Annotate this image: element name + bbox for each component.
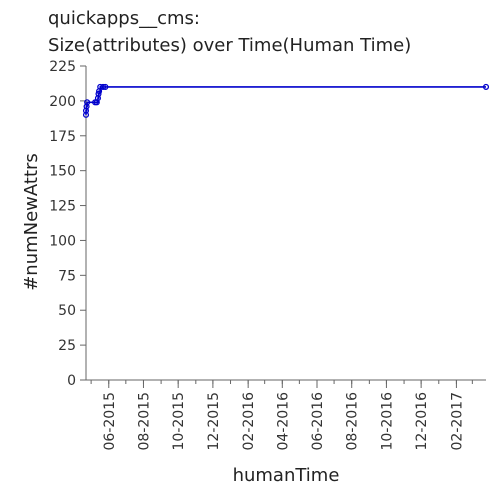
y-tick-label: 0 [67, 373, 76, 389]
plot-area: 0 25 50 75 100 125 150 175 200 225 06-2015 08-2015 1… [49, 59, 488, 451]
y-tick-label: 25 [58, 338, 76, 354]
x-tick-label: 10-2016 [379, 392, 395, 451]
y-tick-label: 175 [49, 129, 76, 145]
y-tick-label: 150 [49, 164, 76, 180]
x-tick-label: 06-2016 [310, 392, 326, 451]
x-tick-label: 04-2016 [275, 392, 291, 451]
x-tick-label: 12-2016 [414, 392, 430, 451]
chart-subtitle: Size(attributes) over Time(Human Time) [48, 35, 411, 56]
x-tick-label: 08-2015 [136, 392, 152, 451]
x-tick-label: 06-2015 [102, 392, 118, 451]
x-tick-label: 02-2017 [449, 392, 465, 451]
chart-title: quickapps__cms: [48, 8, 200, 29]
y-tick-label: 75 [58, 268, 76, 284]
x-tick-label: 08-2016 [345, 392, 361, 451]
x-tick-label: 02-2016 [241, 392, 257, 451]
y-tick-label: 225 [49, 59, 76, 75]
y-axis-label: #numNewAttrs [21, 153, 42, 291]
x-tick-label: 10-2015 [171, 392, 187, 451]
y-tick-label: 100 [49, 233, 76, 249]
y-tick-label: 200 [49, 94, 76, 110]
series-line [86, 87, 486, 115]
y-tick-label: 125 [49, 199, 76, 215]
y-tick-label: 50 [58, 303, 76, 319]
x-tick-label: 12-2015 [206, 392, 222, 451]
x-axis-label: humanTime [233, 465, 340, 486]
